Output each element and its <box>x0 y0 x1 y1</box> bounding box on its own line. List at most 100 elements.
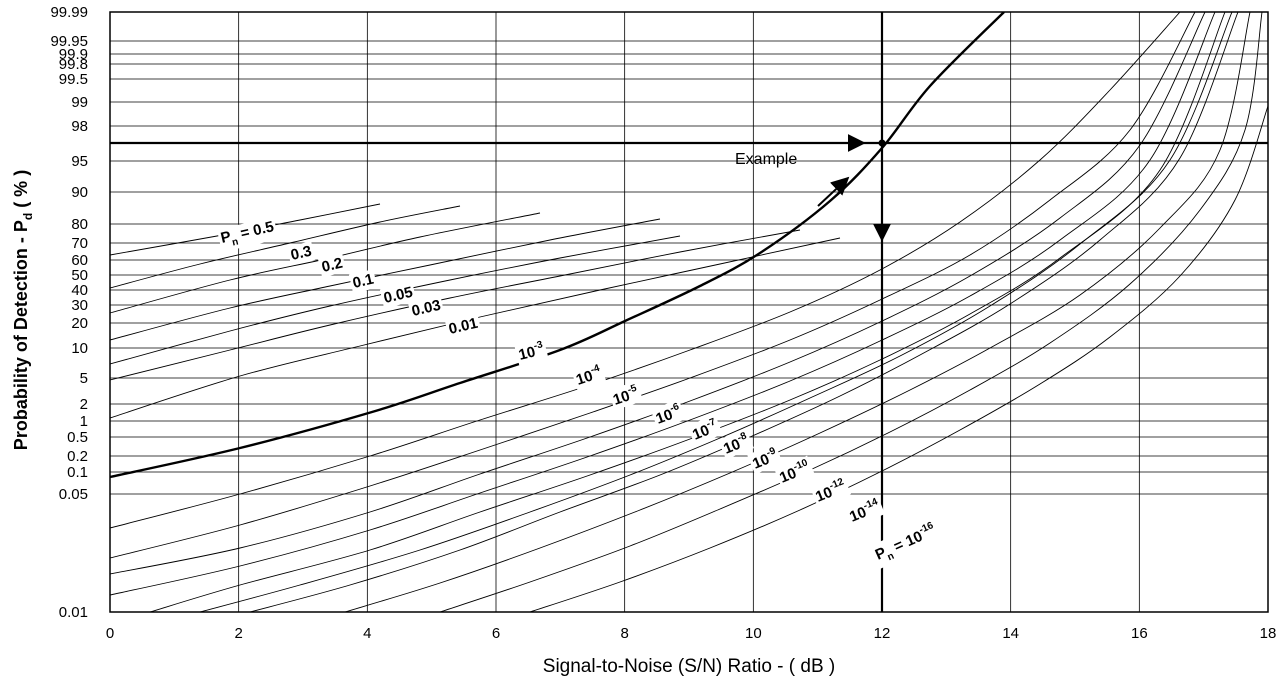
y-tick-label: 20 <box>71 315 88 332</box>
curve-label: 10-14 <box>846 496 882 525</box>
curve-10-16 <box>529 105 1268 612</box>
curve-label-base: 10 <box>690 422 712 444</box>
curve-label-subscript: n <box>231 236 239 248</box>
y-tick-label: 0.1 <box>67 464 88 481</box>
x-tick-label: 8 <box>620 625 628 642</box>
curve-label-background <box>216 216 279 253</box>
curve-label-prefix: P <box>219 228 233 247</box>
curve-label: 10-3 <box>516 339 546 364</box>
y-tick-label: 0.05 <box>59 486 88 503</box>
y-tick-label: 99.8 <box>59 56 88 73</box>
curve-label-text: 0.3 <box>289 243 313 264</box>
curve-10-7 <box>110 12 1216 596</box>
y-tick-label: 30 <box>71 297 88 314</box>
curve-10-6 <box>110 12 1206 575</box>
curve-label-text: 0.05 <box>382 284 414 307</box>
curve-label: 10-6 <box>653 401 684 428</box>
curve-label-base: 10 <box>611 387 632 408</box>
curve-label-base: 10 <box>813 484 835 506</box>
curve-label-background <box>444 313 482 340</box>
curve-label-background <box>718 428 754 460</box>
curve-0.03 <box>110 229 801 381</box>
curve-label-background <box>571 361 607 391</box>
y-tick-label: 99.9 <box>59 46 88 63</box>
x-tick-label: 4 <box>363 625 371 642</box>
x-tick-label: 12 <box>874 625 891 642</box>
y-tick-label: 99.95 <box>50 33 88 50</box>
curve-label-background <box>286 241 316 266</box>
y-tick-label: 99 <box>71 94 88 111</box>
example-label: Example <box>735 151 797 168</box>
curve-label-exponent: -4 <box>589 363 601 376</box>
y-tick-label: 90 <box>71 184 88 201</box>
y-axis-title-suffix: ( % ) <box>11 170 31 213</box>
example-point <box>878 139 886 147</box>
y-tick-label: 0.01 <box>59 604 88 621</box>
y-axis-title: Probability of Detection - Pd ( % ) <box>11 170 35 450</box>
curve-label: 0.2 <box>320 255 344 276</box>
y-tick-label: 99.99 <box>50 4 88 21</box>
curve-label: 10-4 <box>573 363 604 389</box>
curve-label-text: 0.2 <box>320 255 344 276</box>
y-tick-label: 98 <box>71 118 88 135</box>
curve-label-text: 0.03 <box>410 297 442 320</box>
grid <box>109 11 1269 613</box>
y-tick-label: 10 <box>71 340 88 357</box>
curve-label-text: 0.1 <box>351 271 375 292</box>
curve-label-base: 10 <box>847 504 869 526</box>
y-tick-label: 0.5 <box>67 429 88 446</box>
y-tick-label: 50 <box>71 267 88 284</box>
curve-label-base: 10 <box>517 343 537 364</box>
y-tick-label: 1 <box>80 413 88 430</box>
y-tick-label: 2 <box>80 396 88 413</box>
curve-label-background <box>348 269 378 294</box>
curve-label-subscript: n <box>886 551 896 564</box>
curve-0.01 <box>110 237 841 419</box>
y-tick-label: 40 <box>71 282 88 299</box>
curve-10-14 <box>439 12 1263 612</box>
y-tick-label: 5 <box>80 370 88 387</box>
y-tick-label: 95 <box>71 153 88 170</box>
example-arrow-curve <box>817 176 850 207</box>
curve-label: 10-10 <box>776 457 812 486</box>
curve-10-9 <box>199 12 1233 612</box>
curve-label-background <box>774 455 816 489</box>
curve-label-background <box>407 295 445 322</box>
curve-label: 0.05 <box>382 284 414 307</box>
y-axis-title-main: Probability of Detection - P <box>11 220 31 450</box>
x-tick-label: 18 <box>1260 625 1277 642</box>
curve-label: 10-5 <box>610 383 641 409</box>
curve-label-background <box>379 282 417 309</box>
curve-0.3 <box>110 205 461 289</box>
curve-labels: Pn = 0.50.30.20.10.050.030.0110-310-410-… <box>216 216 943 570</box>
curve-label-base: 10 <box>654 406 675 428</box>
y-axis-title-subscript: d <box>21 213 35 220</box>
curves <box>110 12 1268 612</box>
curve-label: 0.1 <box>351 271 375 292</box>
curve-10-12 <box>344 12 1251 612</box>
plot-frame <box>109 11 1269 613</box>
curve-label-background <box>687 414 723 446</box>
x-tick-label: 0 <box>106 625 114 642</box>
curve-label-base: 10 <box>750 451 772 473</box>
tick-labels: 0 2 4 6 8 10 12 14 16 1899.9999.9599.999.899.5999… <box>50 4 1276 642</box>
curve-label: 0.3 <box>289 243 313 264</box>
x-tick-label: 2 <box>234 625 242 642</box>
curve-label-background <box>747 443 783 475</box>
curve-label-background <box>810 474 852 508</box>
curve-label-background <box>650 399 687 430</box>
y-tick-label: 99.5 <box>59 71 88 88</box>
curve-label-base: 10 <box>777 465 799 487</box>
curve-label-exponent: -5 <box>626 383 638 396</box>
curve-label: 0.03 <box>410 297 442 320</box>
curve-label-background <box>869 518 943 570</box>
curve-10-4 <box>110 12 1181 529</box>
x-tick-label: 16 <box>1131 625 1148 642</box>
curve-label-exponent: -10 <box>792 457 810 473</box>
curve-label-exponent: -3 <box>533 339 545 352</box>
x-tick-label: 6 <box>492 625 500 642</box>
curve-10-8 <box>149 12 1226 612</box>
curve-label-background <box>844 494 886 528</box>
curve-label-exponent: -12 <box>828 476 846 492</box>
